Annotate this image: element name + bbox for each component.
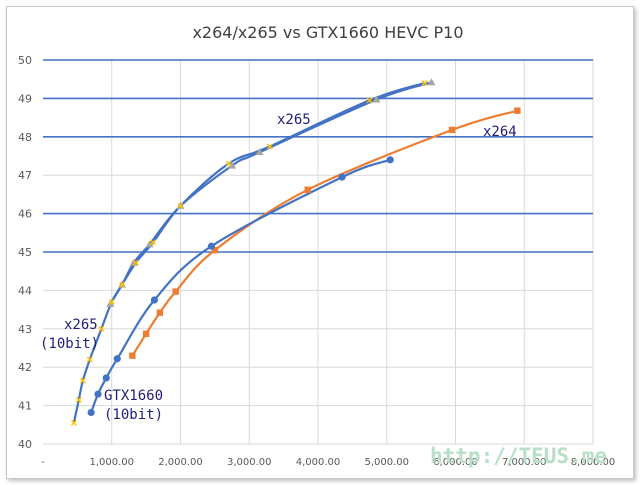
data-point bbox=[113, 355, 121, 363]
x-tick-label: 1,000.00 bbox=[89, 457, 134, 468]
series-line bbox=[90, 158, 391, 413]
data-point bbox=[145, 240, 154, 248]
data-point bbox=[87, 408, 95, 417]
data-point-stroke bbox=[75, 396, 82, 403]
data-point-stroke bbox=[79, 377, 86, 384]
y-tick-label: 43 bbox=[18, 323, 32, 336]
y-tick-label: 49 bbox=[18, 92, 32, 105]
watermark: http://TEUS.me bbox=[430, 444, 608, 468]
y-tick-label: 42 bbox=[18, 361, 32, 374]
data-point bbox=[108, 298, 115, 305]
data-point bbox=[448, 126, 456, 134]
x-tick-label: 7,000.00 bbox=[502, 457, 547, 468]
series-label: x265 bbox=[64, 317, 98, 333]
chart-frame bbox=[6, 6, 634, 479]
y-tick-label: 47 bbox=[18, 169, 32, 182]
data-point-stroke bbox=[177, 202, 184, 209]
y-tick-label: 44 bbox=[18, 284, 32, 297]
data-point bbox=[102, 374, 110, 382]
data-point-stroke bbox=[119, 281, 126, 288]
y-tick-label: 41 bbox=[18, 400, 32, 413]
data-point-stroke bbox=[266, 143, 273, 150]
series-labels: x265 x264 x265 (10bit) GTX1660 (10bit) bbox=[40, 112, 517, 423]
data-point bbox=[427, 78, 436, 86]
y-tick-label: 50 bbox=[18, 54, 32, 67]
series-line bbox=[109, 81, 432, 305]
data-point bbox=[79, 377, 86, 384]
data-point bbox=[514, 107, 521, 114]
data-point bbox=[228, 161, 237, 169]
y-tick-label: 45 bbox=[18, 246, 32, 259]
data-point bbox=[421, 80, 428, 87]
data-point-stroke bbox=[150, 239, 156, 246]
x-tick-label: 8,000.00 bbox=[571, 457, 616, 468]
y-tick-label: 48 bbox=[18, 131, 32, 144]
data-point bbox=[266, 143, 273, 150]
data-point-stroke bbox=[98, 325, 105, 332]
data-point-stroke bbox=[366, 97, 373, 104]
data-point bbox=[366, 97, 373, 104]
data-point bbox=[150, 239, 156, 246]
data-point bbox=[255, 148, 264, 156]
y-tick-label: 40 bbox=[18, 438, 32, 451]
y-tick-label: 46 bbox=[18, 208, 32, 221]
data-point bbox=[98, 325, 105, 332]
data-point bbox=[142, 330, 150, 337]
data-point-stroke bbox=[132, 259, 139, 266]
data-point bbox=[94, 390, 102, 398]
data-point bbox=[386, 156, 394, 164]
data-point-stroke bbox=[70, 419, 77, 426]
data-point bbox=[177, 202, 184, 209]
x-tick-label: 4,000.00 bbox=[296, 457, 341, 468]
data-point bbox=[129, 258, 138, 266]
data-point-stroke bbox=[225, 160, 232, 167]
grid bbox=[43, 59, 594, 445]
data-point-stroke bbox=[86, 356, 93, 363]
data-point bbox=[211, 246, 219, 254]
data-point bbox=[372, 95, 381, 103]
data-point bbox=[129, 352, 136, 359]
data-point bbox=[132, 259, 139, 266]
data-point bbox=[86, 356, 93, 363]
data-point bbox=[150, 296, 158, 304]
axes: 40 41 42 43 44 45 46 47 48 49 50 - 1,000.00 2,000.00 3… bbox=[18, 54, 615, 468]
series-label: GTX1660 bbox=[104, 388, 163, 404]
series-label: (10bit) bbox=[40, 336, 99, 352]
series-group bbox=[70, 78, 521, 426]
data-point-stroke bbox=[108, 298, 115, 305]
series-label: x264 bbox=[483, 124, 517, 140]
x-tick-label: 2,000.00 bbox=[158, 457, 203, 468]
data-point bbox=[304, 186, 311, 193]
x-tick-label: 6,000.00 bbox=[433, 457, 478, 468]
data-point bbox=[75, 396, 82, 403]
series-label: x265 bbox=[277, 112, 311, 128]
x-tick-label: - bbox=[41, 457, 45, 468]
data-point-stroke bbox=[421, 80, 428, 87]
series-label: (10bit) bbox=[104, 407, 163, 423]
data-point bbox=[172, 288, 179, 295]
x-tick-label: 5,000.00 bbox=[364, 457, 409, 468]
data-point bbox=[156, 309, 164, 316]
data-point bbox=[338, 173, 346, 181]
x-tick-label: 3,000.00 bbox=[227, 457, 272, 468]
series-line bbox=[131, 109, 518, 357]
data-point bbox=[119, 281, 126, 288]
data-point bbox=[70, 419, 77, 426]
chart-title: x264/x265 vs GTX1660 HEVC P10 bbox=[192, 23, 463, 42]
data-point bbox=[207, 242, 216, 250]
data-point bbox=[225, 160, 232, 167]
